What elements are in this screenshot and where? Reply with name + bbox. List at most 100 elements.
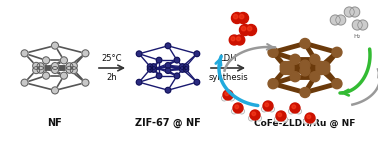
Circle shape: [288, 109, 294, 114]
Text: CoFe-ZLDH/Ru @ NF: CoFe-ZLDH/Ru @ NF: [254, 119, 356, 128]
Circle shape: [320, 62, 330, 72]
Circle shape: [248, 115, 254, 121]
Text: H₂: H₂: [353, 34, 361, 39]
Circle shape: [222, 95, 227, 101]
Circle shape: [307, 115, 311, 119]
Circle shape: [70, 62, 77, 69]
Circle shape: [352, 20, 362, 30]
Circle shape: [311, 118, 316, 124]
Circle shape: [147, 64, 153, 70]
Circle shape: [358, 20, 368, 30]
Circle shape: [225, 92, 229, 96]
Circle shape: [296, 109, 302, 114]
Circle shape: [268, 47, 278, 57]
Circle shape: [82, 79, 89, 86]
Text: LDH: LDH: [219, 54, 237, 63]
Circle shape: [51, 42, 59, 49]
Circle shape: [156, 57, 162, 63]
Circle shape: [304, 118, 309, 124]
Circle shape: [174, 57, 180, 63]
Circle shape: [239, 109, 245, 114]
Circle shape: [284, 61, 294, 71]
Circle shape: [229, 95, 234, 101]
Circle shape: [66, 63, 73, 70]
Circle shape: [263, 101, 273, 111]
Circle shape: [51, 63, 59, 70]
Circle shape: [246, 25, 257, 36]
Circle shape: [231, 109, 237, 114]
Circle shape: [235, 35, 245, 45]
Circle shape: [268, 79, 278, 89]
Circle shape: [223, 90, 233, 100]
Circle shape: [300, 38, 310, 49]
Circle shape: [231, 37, 235, 41]
Circle shape: [51, 87, 59, 94]
Circle shape: [237, 37, 240, 41]
Circle shape: [240, 25, 251, 36]
Circle shape: [282, 116, 288, 122]
Circle shape: [33, 67, 40, 74]
Circle shape: [290, 72, 300, 82]
Circle shape: [320, 64, 330, 74]
Circle shape: [332, 47, 342, 57]
Circle shape: [43, 57, 50, 64]
Circle shape: [265, 103, 269, 107]
Circle shape: [233, 103, 243, 113]
Circle shape: [136, 79, 142, 85]
Circle shape: [147, 67, 153, 72]
Circle shape: [136, 51, 142, 57]
Circle shape: [250, 110, 260, 120]
Circle shape: [280, 62, 290, 72]
Circle shape: [156, 73, 162, 79]
Circle shape: [165, 63, 171, 68]
Circle shape: [43, 72, 50, 79]
Circle shape: [248, 26, 252, 31]
Circle shape: [269, 106, 274, 112]
Circle shape: [239, 14, 244, 19]
Circle shape: [316, 61, 326, 71]
Circle shape: [180, 67, 185, 72]
Circle shape: [310, 72, 320, 82]
Circle shape: [194, 51, 200, 57]
Circle shape: [151, 67, 156, 72]
Circle shape: [21, 79, 28, 86]
Circle shape: [310, 54, 320, 64]
Circle shape: [344, 7, 354, 17]
Circle shape: [292, 105, 296, 109]
Circle shape: [66, 66, 73, 73]
Circle shape: [336, 15, 346, 25]
Circle shape: [300, 88, 310, 98]
Circle shape: [165, 43, 171, 49]
Text: NF: NF: [48, 118, 62, 128]
Circle shape: [183, 67, 189, 72]
Text: 25°C: 25°C: [102, 54, 122, 63]
Circle shape: [231, 13, 242, 24]
Circle shape: [278, 113, 282, 117]
Circle shape: [262, 106, 267, 112]
Circle shape: [229, 35, 239, 45]
Circle shape: [70, 67, 77, 74]
Text: ZIF-67 @ NF: ZIF-67 @ NF: [135, 118, 201, 128]
Circle shape: [242, 26, 246, 31]
Text: synthesis: synthesis: [208, 73, 248, 82]
Circle shape: [305, 113, 315, 123]
Circle shape: [284, 65, 294, 75]
Circle shape: [33, 62, 40, 69]
Circle shape: [151, 64, 156, 69]
Circle shape: [276, 111, 286, 121]
Circle shape: [60, 57, 67, 64]
Circle shape: [194, 79, 200, 85]
Circle shape: [256, 115, 262, 121]
Circle shape: [237, 13, 248, 24]
Circle shape: [280, 64, 290, 74]
Circle shape: [180, 64, 185, 69]
Circle shape: [183, 64, 189, 70]
Circle shape: [165, 87, 171, 93]
Circle shape: [235, 105, 239, 109]
Circle shape: [37, 66, 44, 73]
Circle shape: [252, 112, 256, 116]
Circle shape: [300, 60, 310, 70]
Circle shape: [82, 50, 89, 57]
Circle shape: [300, 66, 310, 76]
Circle shape: [350, 7, 360, 17]
